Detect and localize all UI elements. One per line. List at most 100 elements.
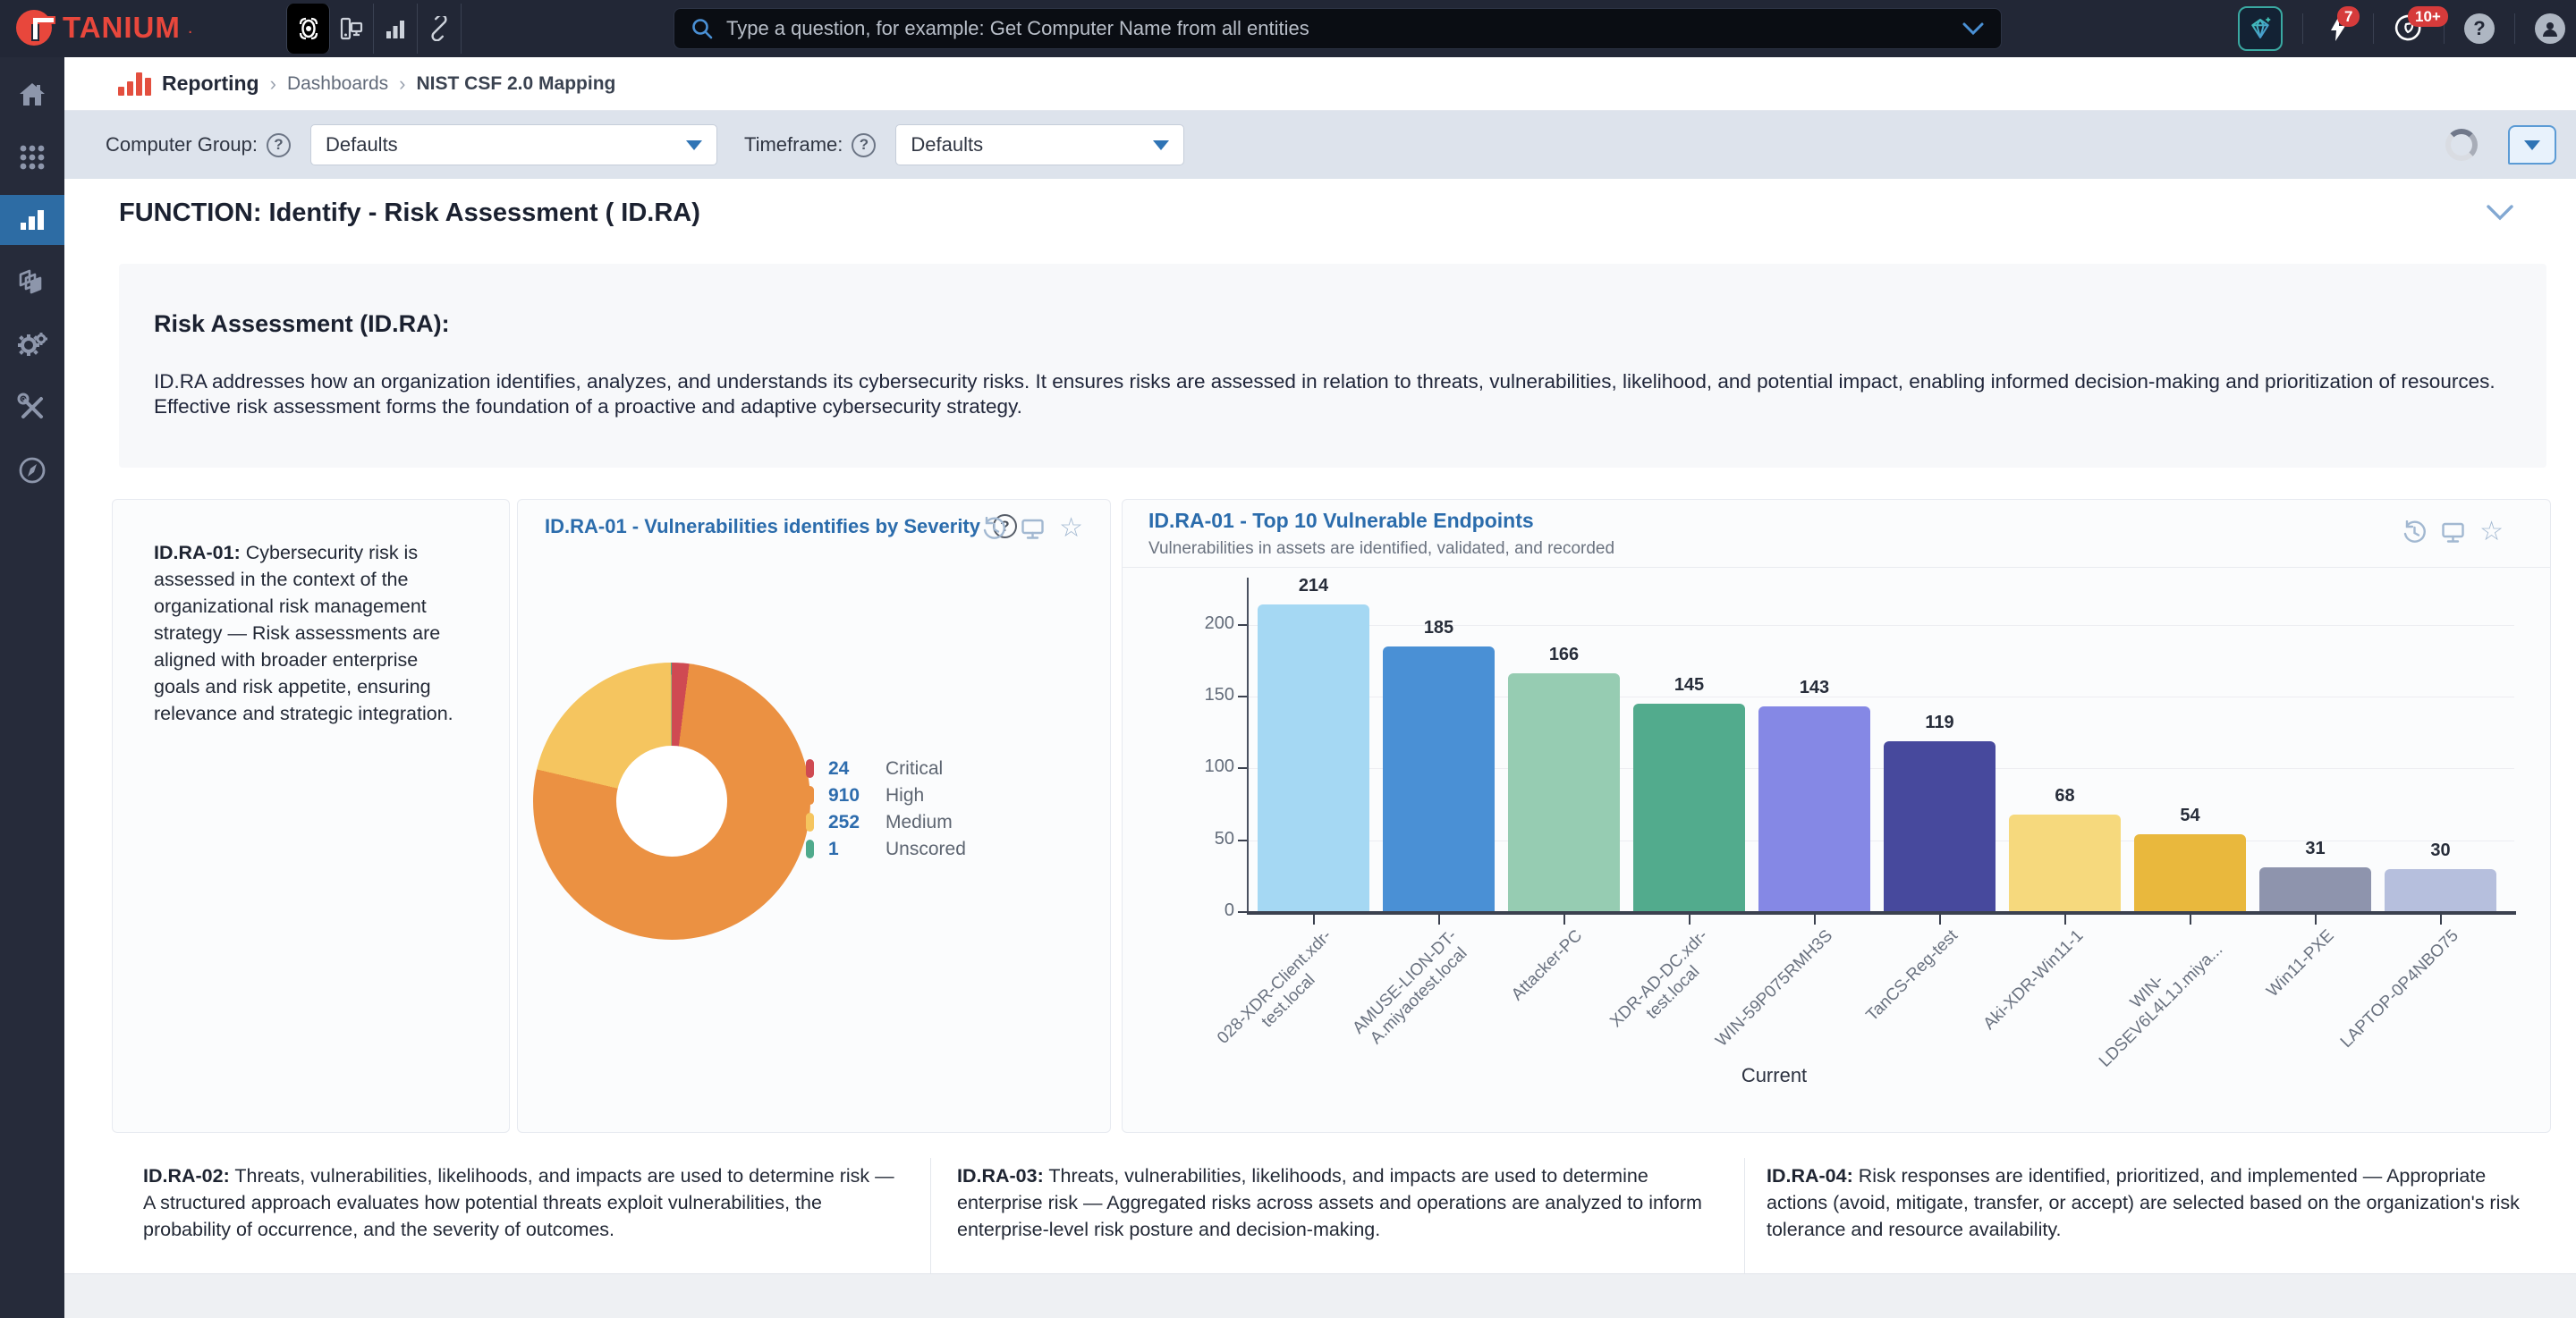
bar[interactable] bbox=[1383, 646, 1495, 912]
logo-registered-mark: . bbox=[188, 18, 193, 38]
breadcrumb-dashboards[interactable]: Dashboards bbox=[287, 73, 388, 95]
severity-donut-card: ID.RA-01 - Vulnerabilities identifies by… bbox=[517, 499, 1111, 1133]
bar[interactable] bbox=[2259, 867, 2371, 912]
user-avatar[interactable] bbox=[2535, 13, 2565, 44]
reporting-bars-icon bbox=[18, 206, 47, 234]
sidebar-item-modules[interactable] bbox=[0, 132, 64, 182]
chevron-down-icon bbox=[1153, 140, 1169, 150]
donut-card-actions: ☆ bbox=[982, 516, 1083, 541]
search-input[interactable] bbox=[726, 17, 1962, 40]
x-axis-label: 028-XDR-Client.xdr- test.local bbox=[1215, 926, 1351, 1062]
legend-item[interactable]: 252Medium bbox=[806, 811, 966, 833]
bar[interactable] bbox=[1508, 673, 1620, 912]
severity-donut[interactable] bbox=[533, 663, 810, 940]
monitor-icon[interactable] bbox=[2441, 520, 2465, 545]
gauge-button[interactable]: 10+ bbox=[2394, 13, 2424, 44]
bar[interactable] bbox=[1758, 706, 1870, 912]
actions-button[interactable]: 7 bbox=[2323, 13, 2353, 44]
ai-assistant-button[interactable] bbox=[2238, 6, 2283, 51]
legend-value: 252 bbox=[828, 812, 886, 833]
legend-label: Medium bbox=[886, 812, 953, 833]
chevron-down-icon bbox=[2524, 140, 2540, 150]
bar-card-title[interactable]: ID.RA-01 - Top 10 Vulnerable Endpoints bbox=[1148, 509, 1534, 533]
legend-item[interactable]: 24Critical bbox=[806, 757, 966, 780]
sidebar-item-reporting[interactable] bbox=[0, 195, 64, 245]
timeframe-label: Timeframe: bbox=[744, 133, 843, 156]
devices-icon bbox=[339, 16, 364, 41]
bar[interactable] bbox=[2134, 834, 2246, 912]
card-header-divider bbox=[1123, 567, 2550, 568]
sidebar-item-explore[interactable] bbox=[0, 445, 64, 495]
y-axis-tick-label: 200 bbox=[1181, 613, 1234, 634]
sidebar-item-packages[interactable] bbox=[0, 258, 64, 308]
idra03-code: ID.RA-03: bbox=[957, 1165, 1044, 1187]
bar[interactable] bbox=[2385, 869, 2496, 912]
divider bbox=[2514, 13, 2515, 44]
history-refresh-icon[interactable] bbox=[2402, 520, 2427, 545]
breadcrumb-current-page: NIST CSF 2.0 Mapping bbox=[417, 73, 616, 95]
bar[interactable] bbox=[1258, 604, 1369, 912]
breadcrumb: Reporting › Dashboards › NIST CSF 2.0 Ma… bbox=[64, 57, 2576, 111]
bar[interactable] bbox=[1884, 741, 1996, 912]
endpoint-target-icon bbox=[296, 16, 321, 41]
search-chevron-down-icon[interactable] bbox=[1962, 21, 1985, 36]
x-axis-label: WIN- LDSEV6L4L1J.miya... bbox=[2081, 926, 2227, 1072]
person-icon bbox=[2541, 20, 2559, 38]
x-axis-tick bbox=[1814, 915, 1816, 925]
computer-group-dropdown[interactable]: Defaults bbox=[310, 124, 717, 165]
link-button[interactable] bbox=[418, 4, 462, 54]
sidebar-item-administration[interactable] bbox=[0, 320, 64, 370]
function-section-header: FUNCTION: Identify - Risk Assessment ( I… bbox=[64, 179, 2576, 250]
history-refresh-icon[interactable] bbox=[982, 517, 1006, 541]
donut-legend: 24Critical 910High 252Medium 1Unscored bbox=[806, 757, 966, 860]
x-axis-tick bbox=[1563, 915, 1565, 925]
x-axis-label: AMUSE-LION-DT- A.miyaotest.local bbox=[1350, 926, 1476, 1052]
home-icon bbox=[17, 80, 47, 110]
help-button[interactable]: ? bbox=[2464, 13, 2495, 44]
summary-heading: Risk Assessment (ID.RA): bbox=[154, 310, 450, 338]
bar-value-label: 119 bbox=[1884, 713, 1996, 733]
favorite-star-icon[interactable]: ☆ bbox=[2479, 520, 2504, 545]
favorite-star-icon[interactable]: ☆ bbox=[1059, 516, 1083, 541]
question-search-bar[interactable] bbox=[674, 8, 2002, 49]
bar-value-label: 31 bbox=[2259, 839, 2371, 859]
monitor-icon[interactable] bbox=[1021, 517, 1045, 541]
sidebar-item-tools[interactable] bbox=[0, 383, 64, 433]
breadcrumb-app[interactable]: Reporting bbox=[162, 72, 259, 96]
legend-item[interactable]: 1Unscored bbox=[806, 838, 966, 860]
computer-group-help-icon[interactable]: ? bbox=[267, 133, 291, 157]
x-axis-tick bbox=[1689, 915, 1690, 925]
legend-color-marker bbox=[806, 813, 814, 832]
divider bbox=[2302, 13, 2303, 44]
collapse-chevron-icon[interactable] bbox=[2485, 204, 2515, 222]
legend-label: High bbox=[886, 785, 924, 807]
left-nav-sidebar bbox=[0, 57, 64, 1318]
tanium-logo-text: TANIUM bbox=[63, 11, 181, 45]
ai-gem-icon bbox=[2247, 15, 2274, 42]
legend-label: Unscored bbox=[886, 839, 966, 860]
compass-icon bbox=[17, 455, 47, 486]
legend-item[interactable]: 910High bbox=[806, 784, 966, 807]
bar-value-label: 68 bbox=[2009, 786, 2121, 807]
expand-filters-button[interactable] bbox=[2508, 125, 2556, 165]
timeframe-dropdown[interactable]: Defaults bbox=[895, 124, 1184, 165]
y-axis-tick bbox=[1238, 911, 1247, 913]
x-axis-tick bbox=[2064, 915, 2066, 925]
idra04-code: ID.RA-04: bbox=[1767, 1165, 1853, 1187]
sidebar-item-home[interactable] bbox=[0, 70, 64, 120]
endpoint-target-button[interactable] bbox=[286, 4, 330, 54]
x-axis-label: LAPTOP-0P4NBO75 bbox=[2337, 926, 2463, 1052]
breadcrumb-separator: › bbox=[399, 72, 405, 96]
timeframe-help-icon[interactable]: ? bbox=[852, 133, 876, 157]
tanium-logo[interactable]: TANIUM . bbox=[16, 7, 192, 48]
y-axis-tick-label: 150 bbox=[1181, 685, 1234, 705]
bar-plot-area: Current 050100150200214028-XDR-Client.xd… bbox=[1249, 578, 2514, 912]
tanium-logo-icon bbox=[16, 7, 55, 48]
bar[interactable] bbox=[2009, 815, 2121, 912]
reports-button[interactable] bbox=[374, 4, 418, 54]
top-bar-actions: 7 10+ ? bbox=[2238, 0, 2565, 57]
devices-button[interactable] bbox=[330, 4, 374, 54]
filter-bar: Computer Group: ? Defaults Timeframe: ? … bbox=[64, 111, 2576, 179]
bar[interactable] bbox=[1633, 704, 1745, 912]
donut-card-title[interactable]: ID.RA-01 - Vulnerabilities identifies by… bbox=[545, 515, 980, 538]
